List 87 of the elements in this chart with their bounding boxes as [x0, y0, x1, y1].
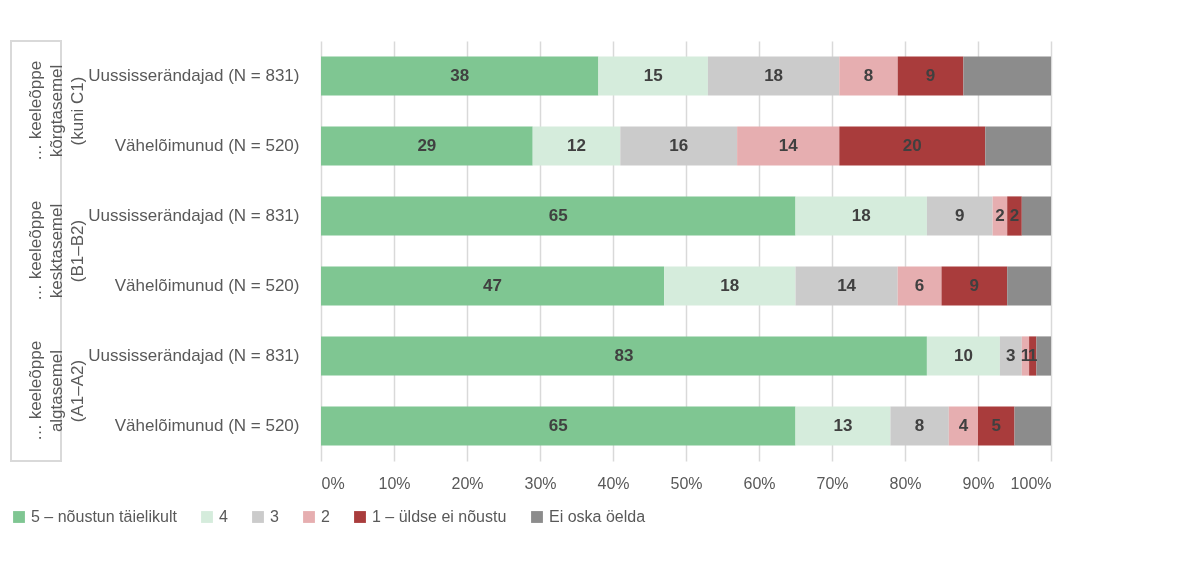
legend-label: 3 — [270, 508, 279, 525]
bar — [1014, 406, 1051, 446]
data-label: 12 — [567, 136, 586, 155]
bar — [839, 126, 986, 166]
data-label: 83 — [614, 346, 634, 365]
data-label: 9 — [969, 276, 980, 295]
data-label: 8 — [863, 66, 874, 85]
legend-label: Ei oska öelda — [549, 508, 646, 525]
data-label: 18 — [720, 276, 740, 295]
bar — [1007, 196, 1022, 236]
legend-label: 1 – üldse ei nõustu — [372, 508, 507, 525]
y-tick-label: Uussisserändajad (N = 831) — [88, 66, 300, 85]
bar — [978, 406, 1015, 446]
data-label: 65 — [548, 206, 568, 225]
bar — [321, 56, 599, 96]
data-label: 16 — [669, 136, 689, 155]
x-tick-label: 80% — [889, 474, 922, 492]
y-tick-label: Uussisserändajad (N = 831) — [88, 206, 300, 225]
bar — [897, 266, 942, 306]
bar — [737, 126, 840, 166]
bar — [963, 56, 1051, 96]
data-label: 47 — [483, 276, 503, 295]
x-tick-label: 20% — [451, 474, 484, 492]
bar — [985, 126, 1051, 166]
bar — [839, 56, 898, 96]
bar — [897, 56, 964, 96]
data-label: 9 — [955, 206, 965, 225]
text: … keeleõppe kesktasemel (B1–B2) — [26, 200, 87, 302]
data-label: 6 — [914, 276, 925, 295]
data-label: 38 — [450, 66, 470, 85]
data-label: 8 — [914, 416, 925, 435]
bar — [948, 406, 978, 446]
x-tick-label: 10% — [378, 474, 411, 492]
legend-label: 2 — [321, 508, 330, 525]
bar — [999, 336, 1022, 376]
bar — [664, 266, 796, 306]
data-label: 15 — [643, 66, 663, 85]
data-label: 20 — [902, 136, 922, 155]
bar — [1021, 196, 1051, 236]
bar — [321, 406, 796, 446]
data-label: 2 — [995, 206, 1005, 225]
x-tick-label: 70% — [816, 474, 849, 492]
x-tick-label: 40% — [597, 474, 630, 492]
bar — [620, 126, 738, 166]
bar — [941, 266, 1008, 306]
bar — [321, 336, 927, 376]
y-tick-label: Vähelõimunud (N = 520) — [114, 416, 300, 435]
data-label: 65 — [548, 416, 568, 435]
bar — [1007, 266, 1051, 306]
data-label: 10 — [953, 346, 973, 365]
bar — [890, 406, 949, 446]
bar — [707, 56, 840, 96]
data-label: 3 — [1006, 346, 1016, 365]
x-tick-label: 60% — [743, 474, 776, 492]
x-tick-label: 30% — [524, 474, 557, 492]
data-label: 29 — [417, 136, 437, 155]
bar — [926, 336, 1000, 376]
text: … keeleõppe algtasemel (A1–A2) — [26, 340, 87, 442]
bar — [926, 196, 993, 236]
data-label: 14 — [837, 276, 857, 295]
legend-label: 4 — [219, 508, 228, 525]
data-label: 2 — [1009, 206, 1020, 225]
bar — [795, 406, 891, 446]
y-tick-label: Vähelõimunud (N = 520) — [114, 136, 300, 155]
bar — [532, 126, 621, 166]
data-label: 9 — [925, 66, 936, 85]
data-label: 13 — [833, 416, 853, 435]
bar — [321, 266, 665, 306]
bar — [795, 266, 898, 306]
data-label: 4 — [958, 416, 969, 435]
x-tick-label: 0% — [321, 474, 345, 492]
x-tick-label: 100% — [1010, 474, 1052, 492]
bar — [598, 56, 708, 96]
bar — [795, 196, 927, 236]
y-tick-label: Vähelõimunud (N = 520) — [114, 276, 300, 295]
bar — [321, 196, 796, 236]
data-label: 18 — [851, 206, 871, 225]
y-tick-label: Uussisserändajad (N = 831) — [88, 346, 300, 365]
x-tick-label: 90% — [962, 474, 995, 492]
text: … keeleõppe kõrgtasemel (kuni C1) — [26, 60, 87, 162]
bar — [1036, 336, 1051, 376]
legend-label: 5 – nõustun täielikult — [31, 508, 178, 525]
bar — [321, 126, 533, 166]
data-label: 14 — [778, 136, 799, 155]
data-label: 18 — [764, 66, 784, 85]
data-label: 5 — [991, 416, 1001, 435]
x-tick-label: 50% — [670, 474, 703, 492]
